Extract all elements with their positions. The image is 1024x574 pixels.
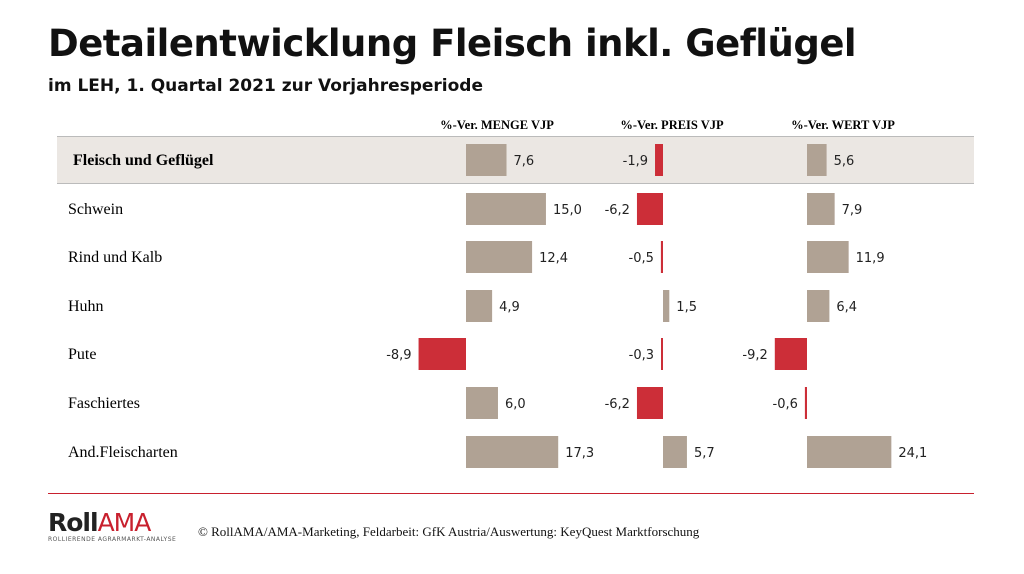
data-label: 1,5 — [676, 300, 697, 315]
bar — [636, 193, 663, 225]
bar — [774, 338, 807, 370]
column-header: %-Ver. MENGE VJP — [440, 118, 554, 132]
data-label: -0,3 — [629, 348, 654, 363]
data-label: 15,0 — [553, 203, 582, 218]
data-label: 6,0 — [505, 397, 526, 412]
data-label: -6,2 — [605, 203, 630, 218]
logo-roll: Roll — [48, 508, 99, 537]
data-label: -0,6 — [773, 397, 798, 412]
bar — [807, 193, 835, 225]
bar — [466, 241, 533, 273]
bar — [660, 241, 663, 273]
bar — [804, 387, 807, 419]
bar — [807, 241, 849, 273]
data-label: 4,9 — [499, 300, 520, 315]
data-label: -9,2 — [742, 348, 767, 363]
category-label: Schwein — [68, 201, 123, 218]
bar — [807, 144, 827, 176]
bar — [663, 290, 670, 322]
bar — [466, 144, 507, 176]
page-title: Detailentwicklung Fleisch inkl. Geflügel — [48, 22, 857, 65]
data-label: 7,6 — [514, 154, 535, 169]
data-label: -6,2 — [605, 397, 630, 412]
category-label: Fleisch und Geflügel — [73, 152, 214, 169]
bar — [466, 387, 498, 419]
category-label: Pute — [68, 346, 96, 363]
category-label: And.Fleischarten — [68, 444, 178, 461]
data-label: 12,4 — [539, 251, 568, 266]
category-label: Huhn — [68, 298, 104, 315]
bar — [466, 290, 493, 322]
bar — [663, 436, 687, 468]
logo-ama: AMA — [97, 508, 152, 537]
bar — [807, 290, 830, 322]
bar — [661, 338, 663, 370]
rollama-logo: RollAMA ROLLIERENDE AGRARMARKT-ANALYSE — [48, 510, 176, 543]
column-header: %-Ver. WERT VJP — [791, 118, 895, 132]
bar — [636, 387, 663, 419]
copyright-text: © RollAMA/AMA-Marketing, Feldarbeit: GfK… — [198, 524, 700, 539]
bar — [418, 338, 466, 370]
data-label: 11,9 — [856, 251, 885, 266]
data-label: -8,9 — [386, 348, 411, 363]
bar — [807, 436, 892, 468]
data-label: 7,9 — [842, 203, 863, 218]
footer-divider — [48, 493, 974, 494]
data-label: 6,4 — [836, 300, 857, 315]
bar — [466, 193, 546, 225]
data-label: 24,1 — [898, 446, 927, 461]
data-label: -1,9 — [623, 154, 648, 169]
logo-tagline: ROLLIERENDE AGRARMARKT-ANALYSE — [48, 536, 177, 543]
data-label: 5,6 — [834, 154, 855, 169]
data-label: 17,3 — [565, 446, 594, 461]
page-subtitle: im LEH, 1. Quartal 2021 zur Vorjahresper… — [48, 76, 484, 96]
data-label: -0,5 — [629, 251, 654, 266]
bar — [466, 436, 559, 468]
data-label: 5,7 — [694, 446, 715, 461]
column-header: %-Ver. PREIS VJP — [620, 118, 724, 132]
category-label: Faschiertes — [68, 395, 140, 412]
bar — [655, 144, 663, 176]
category-label: Rind und Kalb — [68, 249, 162, 266]
